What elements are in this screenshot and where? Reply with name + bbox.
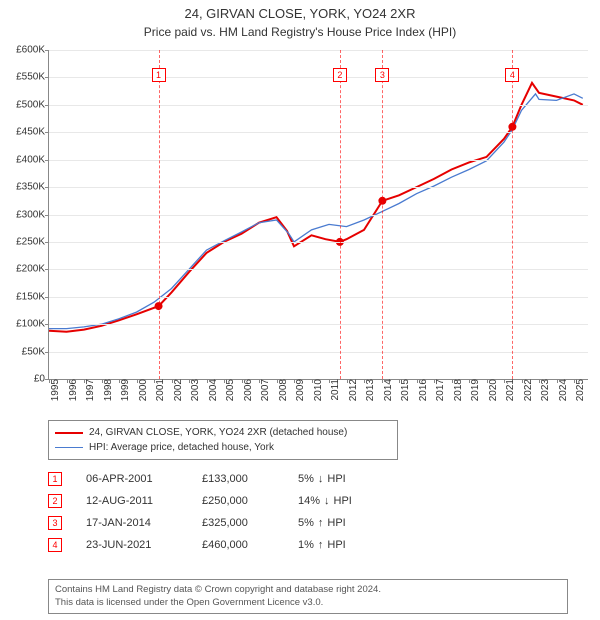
- sale-row: 1 06-APR-2001 £133,000 5%↓HPI: [48, 468, 388, 490]
- x-tick-label: 1997: [81, 379, 96, 401]
- arrow-down-icon: ↓: [324, 495, 330, 507]
- chart-plot-area: £0£50K£100K£150K£200K£250K£300K£350K£400…: [48, 50, 588, 380]
- sale-row: 2 12-AUG-2011 £250,000 14%↓HPI: [48, 490, 388, 512]
- sale-row: 4 23-JUN-2021 £460,000 1%↑HPI: [48, 534, 388, 556]
- sale-row: 3 17-JAN-2014 £325,000 5%↑HPI: [48, 512, 388, 534]
- x-tick-label: 2000: [134, 379, 149, 401]
- y-tick-label: £400K: [16, 154, 49, 165]
- sale-price: £460,000: [202, 539, 274, 551]
- sale-diff: 5%↓HPI: [298, 473, 388, 485]
- y-tick-label: £300K: [16, 209, 49, 220]
- x-tick-label: 2001: [151, 379, 166, 401]
- sale-marker-line: [340, 50, 341, 379]
- legend-item: HPI: Average price, detached house, York: [55, 440, 391, 455]
- chart-subtitle: Price paid vs. HM Land Registry's House …: [0, 23, 600, 39]
- legend-swatch: [55, 432, 83, 434]
- x-tick-label: 2012: [344, 379, 359, 401]
- x-tick-label: 2013: [361, 379, 376, 401]
- sale-row-badge: 1: [48, 472, 62, 486]
- sale-marker-line: [382, 50, 383, 379]
- sale-date: 23-JUN-2021: [86, 539, 178, 551]
- x-tick-label: 2008: [274, 379, 289, 401]
- x-tick-label: 1995: [46, 379, 61, 401]
- y-tick-label: £450K: [16, 127, 49, 138]
- series-line: [49, 83, 583, 332]
- y-tick-label: £350K: [16, 182, 49, 193]
- arrow-up-icon: ↑: [318, 517, 324, 529]
- sales-table: 1 06-APR-2001 £133,000 5%↓HPI 2 12-AUG-2011 £2…: [48, 468, 388, 556]
- y-tick-label: £550K: [16, 72, 49, 83]
- x-tick-label: 2005: [221, 379, 236, 401]
- chart-footer: Contains HM Land Registry data © Crown c…: [48, 579, 568, 614]
- sale-marker-line: [512, 50, 513, 379]
- footer-line2: This data is licensed under the Open Gov…: [55, 597, 561, 609]
- x-tick-label: 2022: [519, 379, 534, 401]
- chart-legend: 24, GIRVAN CLOSE, YORK, YO24 2XR (detach…: [48, 420, 398, 460]
- x-tick-label: 2023: [536, 379, 551, 401]
- x-tick-label: 2003: [186, 379, 201, 401]
- chart-container: 24, GIRVAN CLOSE, YORK, YO24 2XR Price p…: [0, 0, 600, 620]
- y-tick-label: £150K: [16, 291, 49, 302]
- sale-diff: 14%↓HPI: [298, 495, 388, 507]
- chart-title: 24, GIRVAN CLOSE, YORK, YO24 2XR: [0, 0, 600, 23]
- x-tick-label: 2002: [169, 379, 184, 401]
- legend-item: 24, GIRVAN CLOSE, YORK, YO24 2XR (detach…: [55, 425, 391, 440]
- sale-date: 06-APR-2001: [86, 473, 178, 485]
- sale-date: 17-JAN-2014: [86, 517, 178, 529]
- y-tick-label: £600K: [16, 45, 49, 56]
- x-tick-label: 1996: [64, 379, 79, 401]
- x-tick-label: 1999: [116, 379, 131, 401]
- legend-label: 24, GIRVAN CLOSE, YORK, YO24 2XR (detach…: [89, 425, 347, 440]
- x-tick-label: 2019: [466, 379, 481, 401]
- x-tick-label: 2025: [571, 379, 586, 401]
- x-tick-label: 1998: [99, 379, 114, 401]
- y-tick-label: £200K: [16, 264, 49, 275]
- sale-price: £250,000: [202, 495, 274, 507]
- x-tick-label: 2018: [449, 379, 464, 401]
- sale-marker-badge: 1: [152, 68, 166, 82]
- sale-marker-badge: 2: [333, 68, 347, 82]
- x-tick-label: 2004: [204, 379, 219, 401]
- sale-row-badge: 2: [48, 494, 62, 508]
- sale-diff: 5%↑HPI: [298, 517, 388, 529]
- sale-marker-badge: 4: [505, 68, 519, 82]
- arrow-up-icon: ↑: [318, 539, 324, 551]
- x-tick-label: 2020: [484, 379, 499, 401]
- sale-price: £325,000: [202, 517, 274, 529]
- sale-marker-badge: 3: [375, 68, 389, 82]
- footer-line1: Contains HM Land Registry data © Crown c…: [55, 584, 561, 596]
- arrow-down-icon: ↓: [318, 473, 324, 485]
- x-tick-label: 2014: [379, 379, 394, 401]
- sale-diff: 1%↑HPI: [298, 539, 388, 551]
- x-tick-label: 2021: [501, 379, 516, 401]
- sale-date: 12-AUG-2011: [86, 495, 178, 507]
- sale-price: £133,000: [202, 473, 274, 485]
- sale-row-badge: 4: [48, 538, 62, 552]
- x-tick-label: 2009: [291, 379, 306, 401]
- y-tick-label: £50K: [22, 346, 49, 357]
- legend-swatch: [55, 447, 83, 448]
- legend-label: HPI: Average price, detached house, York: [89, 440, 274, 455]
- x-tick-label: 2011: [326, 379, 341, 401]
- y-tick-label: £250K: [16, 236, 49, 247]
- y-tick-label: £100K: [16, 319, 49, 330]
- x-tick-label: 2015: [396, 379, 411, 401]
- x-tick-label: 2024: [554, 379, 569, 401]
- x-tick-label: 2016: [414, 379, 429, 401]
- sale-marker-line: [159, 50, 160, 379]
- x-tick-label: 2006: [239, 379, 254, 401]
- x-tick-label: 2010: [309, 379, 324, 401]
- y-tick-label: £500K: [16, 99, 49, 110]
- series-line: [49, 94, 583, 329]
- sale-row-badge: 3: [48, 516, 62, 530]
- x-tick-label: 2017: [431, 379, 446, 401]
- x-tick-label: 2007: [256, 379, 271, 401]
